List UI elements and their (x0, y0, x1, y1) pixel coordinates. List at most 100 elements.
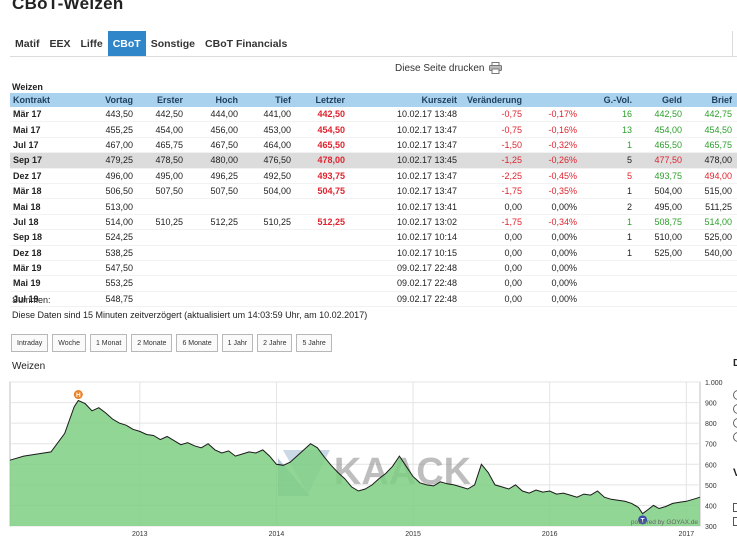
col-header-tief[interactable]: Tief (241, 93, 294, 107)
table-row[interactable]: Mär 17 443,50 442,50 444,00 441,00 442,50 10.0… (10, 107, 737, 123)
col-veraenderung-pct: -0,26% (525, 152, 580, 169)
col-volumen: 5 (580, 168, 635, 184)
range-button-woche[interactable]: Woche (52, 334, 86, 352)
table-row[interactable]: Dez 17 496,00 495,00 496,25 492,50 493,75 10.0… (10, 168, 737, 184)
x-tick-label: 2013 (132, 531, 148, 538)
col-header-kurszeit[interactable]: Kurszeit (348, 93, 460, 107)
col-letzter: 512,25 (294, 214, 348, 231)
col-header-geld[interactable]: Geld (635, 93, 685, 107)
x-tick-label: 2014 (269, 531, 285, 538)
col-volumen: 16 (580, 107, 635, 123)
col-brief: 511,25 (685, 198, 735, 215)
table-row[interactable]: Jul 18 514,00 510,25 512,25 510,25 512,25 10.0… (10, 214, 737, 231)
col-veraenderung-pct: -0,45% (525, 168, 580, 184)
chart-option-checkbox[interactable] (733, 517, 737, 526)
chart-option-radio[interactable] (733, 390, 737, 400)
chart-option-radio[interactable] (733, 404, 737, 414)
x-tick-label: 2017 (679, 531, 695, 538)
col-tief: 492,50 (241, 168, 294, 184)
col-brief: 454,50 (685, 121, 735, 138)
tab-cbot-financials[interactable]: CBoT Financials (205, 37, 288, 50)
col-kurszeit: 09.02.17 22:48 (348, 291, 460, 308)
col-geld: 465,50 (635, 137, 685, 154)
col-header-vortag[interactable]: Vortag (73, 93, 136, 107)
price-chart: 1.000 900 800 700 600 500 400 300 2013 2014 2015 20… (9, 380, 723, 538)
col-veraenderung-pct: -0,32% (525, 137, 580, 154)
col-brief (685, 291, 735, 308)
range-button-1-jahr[interactable]: 1 Jahr (221, 334, 254, 352)
col-brief (685, 260, 735, 277)
table-row[interactable]: Mai 17 455,25 454,00 456,00 453,00 454,50 10.0… (10, 121, 737, 138)
col-geld: 454,00 (635, 121, 685, 138)
col-letzter (294, 229, 348, 246)
tab-eex[interactable]: EEX (49, 37, 71, 50)
col-header-kontrakt[interactable]: Kontrakt (10, 93, 73, 107)
col-veraenderung-pct: 0,00% (525, 260, 580, 277)
table-row[interactable]: Mär 19 547,50 09.02.17 22:48 0,00 0,00% (10, 260, 737, 277)
col-hoch (186, 198, 241, 215)
table-row[interactable]: Mär 18 506,50 507,50 507,50 504,00 504,75 10.0… (10, 183, 737, 200)
col-veraenderung: 0,00 (460, 291, 525, 308)
col-veraenderung: -0,75 (460, 107, 525, 123)
col-letzter: 442,50 (294, 107, 348, 123)
col-tief: 476,50 (241, 152, 294, 169)
col-veraenderung: 0,00 (460, 229, 525, 246)
col-veraenderung: -1,50 (460, 137, 525, 154)
col-overflow (735, 260, 737, 277)
table-row[interactable]: Mai 19 553,25 09.02.17 22:48 0,00 0,00% (10, 275, 737, 292)
tab-liffe[interactable]: Liffe (80, 37, 103, 50)
col-overflow (735, 152, 737, 169)
col-hoch: 456,00 (186, 121, 241, 138)
col-veraenderung: 0,00 (460, 275, 525, 292)
range-button-2-jahre[interactable]: 2 Jahre (257, 334, 293, 352)
col-kontrakt: Dez 18 (10, 245, 73, 261)
col-veraenderung: -0,75 (460, 121, 525, 138)
col-kontrakt: Jul 19 (10, 291, 73, 308)
col-vortag: 547,50 (73, 260, 136, 277)
range-button-5-jahre[interactable]: 5 Jahre (296, 334, 332, 352)
col-header-erster[interactable]: Erster (136, 93, 186, 107)
col-veraenderung-pct: -0,17% (525, 107, 580, 123)
col-veraenderung-pct: -0,16% (525, 121, 580, 138)
col-header-brief[interactable]: Brief (685, 93, 735, 107)
col-header-letzter[interactable]: Letzter (294, 93, 348, 107)
col-hoch: 507,50 (186, 183, 241, 200)
col-overflow (735, 245, 737, 261)
tab-matif[interactable]: Matif (15, 37, 40, 50)
print-page-link[interactable]: Diese Seite drucken (395, 62, 502, 74)
col-tief (241, 260, 294, 277)
chart-option-checkbox[interactable] (733, 503, 737, 512)
tab-sonstige[interactable]: Sonstige (150, 37, 196, 50)
col-hoch: 512,25 (186, 214, 241, 231)
range-button-6-monate[interactable]: 6 Monate (176, 334, 218, 352)
chart-option-radio[interactable] (733, 418, 737, 428)
range-button-2-monate[interactable]: 2 Monate (131, 334, 173, 352)
col-volumen: 1 (580, 245, 635, 261)
tab-cbot[interactable]: CBoT (107, 31, 146, 56)
y-tick-label: 600 (705, 462, 717, 469)
table-row[interactable]: Sep 17 479,25 478,50 480,00 476,50 478,00 10.0… (10, 152, 737, 169)
col-header-volumen[interactable]: G.-Vol. (580, 93, 635, 107)
col-kurszeit: 10.02.17 13:02 (348, 214, 460, 231)
col-veraenderung-pct: 0,00% (525, 229, 580, 246)
col-tief: 504,00 (241, 183, 294, 200)
delay-note: Diese Daten sind 15 Minuten zeitverzöger… (12, 310, 368, 320)
table-row[interactable]: Sep 18 524,25 10.02.17 10:14 0,00 0,00% 1 510,… (10, 229, 737, 246)
range-button-intraday[interactable]: Intraday (11, 334, 49, 352)
chart-option-radio[interactable] (733, 432, 737, 442)
col-header-veraenderung[interactable]: Veränderung (460, 93, 525, 107)
col-hoch: 496,25 (186, 168, 241, 184)
table-row[interactable]: Mai 18 513,00 10.02.17 13:41 0,00 0,00% 2 495,… (10, 198, 737, 215)
table-row[interactable]: Jul 17 467,00 465,75 467,50 464,00 465,50 10.0… (10, 137, 737, 154)
col-header-hoch[interactable]: Hoch (186, 93, 241, 107)
table-row[interactable]: Jul 19 548,75 09.02.17 22:48 0,00 0,00% (10, 291, 737, 308)
range-button-1-monat[interactable]: 1 Monat (89, 334, 128, 352)
section-label: Weizen (12, 82, 43, 92)
col-vortag: 538,25 (73, 245, 136, 261)
table-row[interactable]: Dez 18 538,25 10.02.17 10:15 0,00 0,00% 1 525,… (10, 245, 737, 261)
col-veraenderung: -2,25 (460, 168, 525, 184)
col-veraenderung: -1,75 (460, 214, 525, 231)
col-overflow (735, 137, 737, 154)
col-kontrakt: Mai 18 (10, 198, 73, 215)
col-kontrakt: Sep 17 (10, 152, 73, 169)
